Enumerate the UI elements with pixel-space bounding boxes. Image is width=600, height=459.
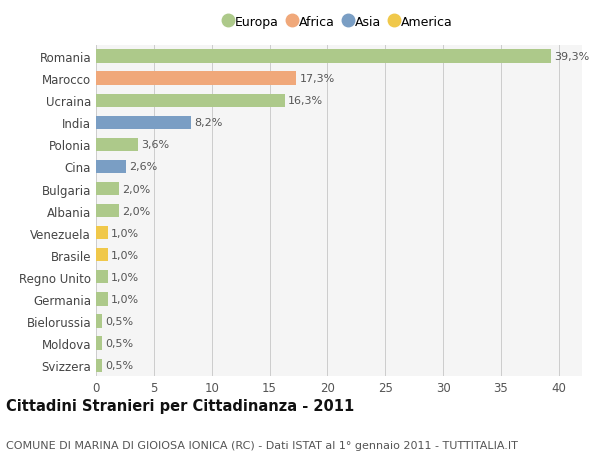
Bar [96,315,102,328]
Text: Cittadini Stranieri per Cittadinanza - 2011: Cittadini Stranieri per Cittadinanza - 2… [6,398,354,413]
Text: 1,0%: 1,0% [111,294,139,304]
Bar [96,50,551,63]
Text: 39,3%: 39,3% [554,52,589,62]
Bar [96,139,137,151]
Text: 2,0%: 2,0% [122,206,151,216]
Text: 2,0%: 2,0% [122,184,151,194]
Legend: Europa, Africa, Asia, America: Europa, Africa, Asia, America [225,16,453,29]
Text: 8,2%: 8,2% [194,118,223,128]
Text: 3,6%: 3,6% [141,140,169,150]
Text: 16,3%: 16,3% [288,96,323,106]
Text: 1,0%: 1,0% [111,228,139,238]
Text: 1,0%: 1,0% [111,272,139,282]
Text: 2,6%: 2,6% [130,162,158,172]
Bar [96,337,102,350]
Bar [96,73,296,85]
Text: 17,3%: 17,3% [299,74,335,84]
Bar [96,293,107,306]
Bar [96,359,102,372]
Text: COMUNE DI MARINA DI GIOIOSA IONICA (RC) - Dati ISTAT al 1° gennaio 2011 - TUTTIT: COMUNE DI MARINA DI GIOIOSA IONICA (RC) … [6,440,518,450]
Text: 0,5%: 0,5% [105,360,133,370]
Text: 0,5%: 0,5% [105,338,133,348]
Bar [96,161,126,174]
Bar [96,271,107,284]
Text: 0,5%: 0,5% [105,316,133,326]
Bar [96,249,107,262]
Text: 1,0%: 1,0% [111,250,139,260]
Bar [96,205,119,218]
Bar [96,183,119,196]
Bar [96,227,107,240]
Bar [96,95,284,107]
Bar [96,117,191,129]
